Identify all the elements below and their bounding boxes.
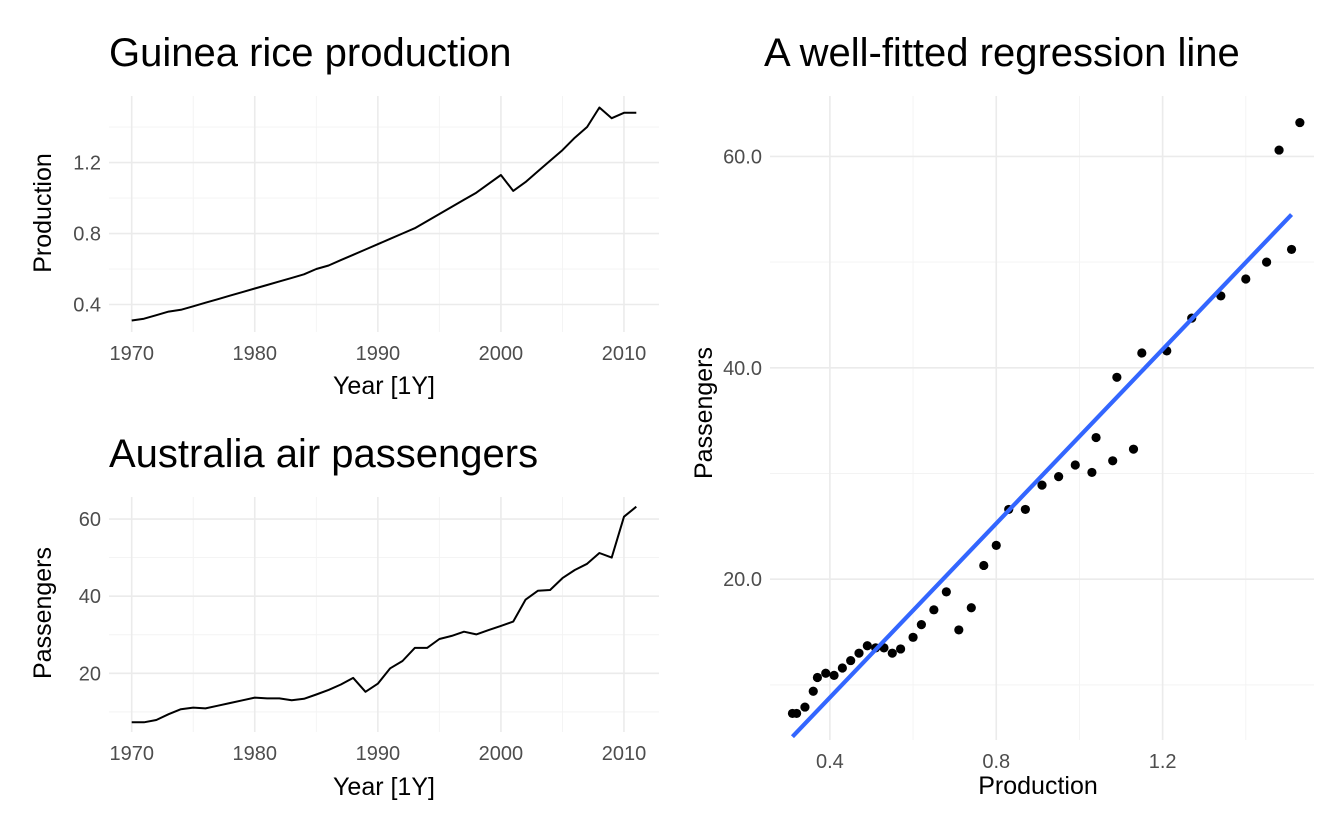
air-x-tick-label: 1970: [109, 743, 154, 765]
regression-y-tick-label: 60.0: [723, 146, 762, 168]
rice-y-axis-title: Production: [29, 153, 57, 273]
regression-data-point: [812, 672, 823, 683]
rice-production-chart: Guinea rice production 1970 1980 1990 2000 2…: [29, 31, 659, 400]
regression-data-point: [979, 560, 989, 571]
rice-x-tick-label: 1980: [233, 343, 278, 365]
air-series-line: [131, 505, 637, 724]
rice-y-tick-label: 0.4: [73, 295, 101, 317]
regression-x-tick-label: 0.8: [982, 751, 1010, 773]
regression-data-point: [991, 540, 1001, 550]
regression-data-point: [908, 632, 918, 642]
regression-data-point: [887, 648, 897, 658]
rice-x-tick-label: 1970: [109, 343, 154, 365]
regression-x-tick-label: 1.2: [1149, 751, 1177, 773]
regression-data-point: [954, 625, 964, 635]
regression-data-point: [792, 708, 802, 719]
regression-data-point: [1020, 504, 1030, 515]
rice-y-tick-label: 1.2: [73, 153, 101, 175]
regression-data-point: [1087, 467, 1097, 478]
regression-data-point: [1112, 372, 1122, 382]
regression-data-point: [854, 648, 864, 658]
regression-data-point: [800, 702, 810, 712]
regression-data-point: [1070, 460, 1080, 470]
rice-series-line: [131, 106, 637, 322]
regression-data-point: [837, 663, 847, 673]
regression-trend-line: [790, 213, 1294, 739]
air-passengers-chart: Australia air passengers 1970 1980 1990 200…: [29, 432, 659, 801]
air-x-tick-label: 1980: [233, 743, 278, 765]
regression-y-axis-title: Passengers: [690, 347, 718, 479]
regression-data-point: [821, 668, 831, 678]
regression-data-point: [829, 670, 839, 680]
air-y-tick-label: 20: [79, 663, 101, 685]
regression-data-point: [966, 603, 976, 613]
air-x-tick-label: 2000: [479, 743, 524, 765]
air-x-tick-label: 2010: [602, 743, 647, 765]
rice-x-axis-title: Year [1Y]: [333, 372, 435, 400]
rice-x-tick-label: 2010: [602, 343, 647, 365]
rice-x-tick-label: 2000: [479, 343, 524, 365]
regression-data-point: [1108, 456, 1118, 466]
air-y-axis-title: Passengers: [29, 547, 57, 679]
regression-data-point: [862, 641, 872, 651]
regression-x-axis-title: Production: [978, 772, 1098, 800]
regression-data-point: [1241, 274, 1251, 284]
rice-y-tick-label: 0.8: [73, 224, 101, 246]
regression-data-point: [1128, 444, 1139, 454]
regression-data-point: [1295, 117, 1305, 128]
air-y-tick-label: 40: [79, 586, 101, 608]
regression-data-point: [941, 587, 951, 597]
regression-x-tick-label: 0.4: [816, 751, 844, 773]
regression-data-point: [1037, 480, 1047, 490]
air-x-axis-title: Year [1Y]: [333, 773, 435, 801]
regression-data-point: [1274, 145, 1284, 155]
regression-data-point: [808, 686, 818, 696]
regression-data-point: [895, 644, 906, 654]
regression-scatter-chart: A well-fitted regression line 0.4 0.8 1.2 2…: [690, 31, 1314, 800]
regression-chart-title: A well-fitted regression line: [764, 31, 1240, 75]
regression-data-point: [1286, 244, 1297, 255]
regression-data-point: [916, 620, 926, 630]
air-y-tick-label: 60: [79, 509, 101, 531]
regression-data-point: [1261, 257, 1272, 267]
regression-y-tick-label: 40.0: [723, 358, 762, 380]
regression-data-point: [1054, 472, 1064, 482]
regression-y-tick-label: 20.0: [723, 569, 762, 591]
air-chart-title: Australia air passengers: [109, 432, 538, 476]
rice-x-tick-label: 1990: [356, 343, 401, 365]
air-x-tick-label: 1990: [356, 743, 401, 765]
regression-data-point: [929, 605, 939, 615]
regression-data-point: [1137, 348, 1147, 358]
rice-chart-title: Guinea rice production: [109, 31, 511, 75]
regression-data-point: [1091, 432, 1101, 443]
regression-data-point: [846, 655, 856, 666]
